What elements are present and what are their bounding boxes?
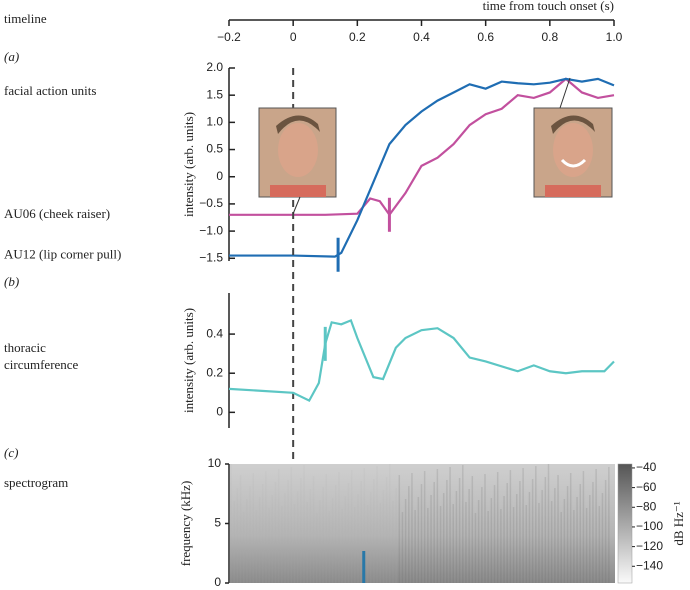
y-tick-label: 0 [216,169,223,183]
y-tick-label: 10 [208,456,222,470]
x-tick-label: −0.2 [217,30,241,44]
row-label: spectrogram [4,475,68,490]
colorbar-title: dB Hz⁻¹ [671,501,686,545]
legend-label: AU06 (cheek raiser) [4,206,110,221]
y-tick-label: 0.4 [206,326,223,340]
colorbar-tick-label: −120 [636,539,663,553]
colorbar-tick-label: −100 [636,519,663,533]
y-tick-label: 1.5 [206,87,223,101]
legend-label: AU12 (lip corner pull) [4,247,121,262]
y-tick-label: −1.5 [199,250,223,264]
x-tick-label: 0.2 [349,30,366,44]
colorbar [617,463,633,584]
x-tick-label: 1.0 [606,30,623,44]
y-tick-label: −1.0 [199,223,223,237]
y-tick-label: 0.5 [206,142,223,156]
axis-title: time from touch onset (s) [483,0,614,13]
y-tick-label: −0.5 [199,196,223,210]
colorbar-tick-label: −60 [636,480,657,494]
x-tick-label: 0 [290,30,297,44]
series-line [229,77,615,258]
y-tick-label: 2.0 [206,60,223,74]
x-tick-label: 0.6 [477,30,494,44]
y-tick-label: 1.0 [206,115,223,129]
y-tick-label: 5 [214,516,221,530]
face-images [258,77,613,215]
panel-label: (b) [4,274,19,289]
row-label: thoracic [4,340,46,355]
y-tick-label: 0.2 [206,365,223,379]
row-label: facial action units [4,83,96,98]
row-label: timeline [4,11,47,26]
y-axis-title: frequency (kHz) [178,481,193,567]
y-tick-label: 0 [216,405,223,419]
colorbar-tick-label: −80 [636,499,657,513]
y-axis-title: intensity (arb. units) [181,308,196,413]
y-axis-title: intensity (arb. units) [181,112,196,217]
x-tick-label: 0.8 [541,30,558,44]
x-tick-label: 0.4 [413,30,430,44]
series-line [228,318,615,403]
panel-label: (a) [4,49,19,64]
y-tick-label: 0 [214,575,221,589]
panel-label: (c) [4,445,18,460]
row-label: circumference [4,357,79,372]
colorbar-tick-label: −40 [636,460,657,474]
colorbar-tick-label: −140 [636,558,663,572]
spectrogram-image [230,464,615,583]
series-line [229,77,615,217]
